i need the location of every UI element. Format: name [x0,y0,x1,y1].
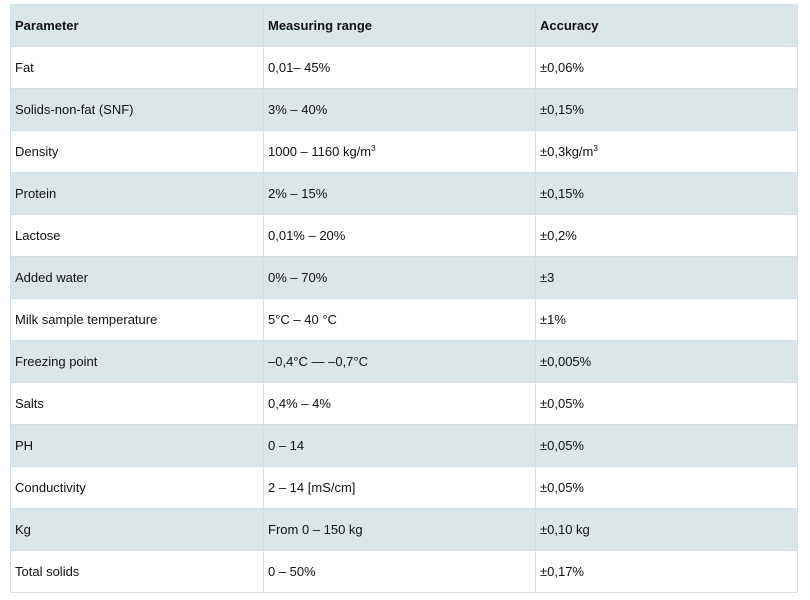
cell-range: 0,01% – 20% [263,214,536,257]
accuracy-superscript: 3 [593,144,598,153]
cell-range: 1000 – 1160 kg/m3 [263,130,536,173]
cell-parameter: Milk sample temperature [10,298,264,341]
spec-table: Parameter Measuring range Accuracy Fat 0… [10,4,798,593]
range-text: 1000 – 1160 kg/m [268,144,372,159]
cell-parameter: PH [10,424,264,467]
cell-parameter: Lactose [10,214,264,257]
spec-table-container: Parameter Measuring range Accuracy Fat 0… [10,4,798,593]
cell-accuracy: ±0,3kg/m3 [535,130,798,173]
cell-parameter: Density [10,130,264,173]
table-header-row: Parameter Measuring range Accuracy [10,4,798,47]
cell-range: 0,4% – 4% [263,382,536,425]
cell-accuracy: ±0,15% [535,88,798,131]
cell-range: 0 – 50% [263,550,536,593]
cell-parameter: Salts [10,382,264,425]
cell-parameter: Protein [10,172,264,215]
cell-parameter: Fat [10,46,264,89]
cell-accuracy: ±0,17% [535,550,798,593]
table-row: Protein 2% – 15% ±0,15% [10,172,798,215]
cell-parameter: Added water [10,256,264,299]
table-row: Conductivity 2 – 14 [mS/cm] ±0,05% [10,466,798,509]
cell-range: 0% – 70% [263,256,536,299]
cell-accuracy: ±0,005% [535,340,798,383]
cell-parameter: Conductivity [10,466,264,509]
cell-range: –0,4°C — –0,7°C [263,340,536,383]
cell-accuracy: ±0,10 kg [535,508,798,551]
table-row: PH 0 – 14 ±0,05% [10,424,798,467]
cell-range: From 0 – 150 kg [263,508,536,551]
table-row: Total solids 0 – 50% ±0,17% [10,550,798,593]
table-row: Fat 0,01– 45% ±0,06% [10,46,798,89]
cell-parameter: Solids-non-fat (SNF) [10,88,264,131]
table-row: Density 1000 – 1160 kg/m3 ±0,3kg/m3 [10,130,798,173]
cell-parameter: Freezing point [10,340,264,383]
cell-accuracy: ±3 [535,256,798,299]
cell-accuracy: ±0,15% [535,172,798,215]
table-row: Kg From 0 – 150 kg ±0,10 kg [10,508,798,551]
table-row: Freezing point –0,4°C — –0,7°C ±0,005% [10,340,798,383]
header-parameter: Parameter [10,4,264,47]
cell-range: 5°C – 40 °C [263,298,536,341]
table-row: Solids-non-fat (SNF) 3% – 40% ±0,15% [10,88,798,131]
cell-range: 2% – 15% [263,172,536,215]
header-accuracy: Accuracy [535,4,798,47]
header-measuring-range: Measuring range [263,4,536,47]
cell-accuracy: ±0,05% [535,424,798,467]
cell-accuracy: ±1% [535,298,798,341]
cell-accuracy: ±0,2% [535,214,798,257]
cell-parameter: Total solids [10,550,264,593]
range-superscript: 3 [371,144,376,153]
cell-range: 2 – 14 [mS/cm] [263,466,536,509]
cell-parameter: Kg [10,508,264,551]
cell-accuracy: ±0,05% [535,466,798,509]
cell-range: 3% – 40% [263,88,536,131]
table-row: Added water 0% – 70% ±3 [10,256,798,299]
cell-accuracy: ±0,06% [535,46,798,89]
cell-accuracy: ±0,05% [535,382,798,425]
table-row: Milk sample temperature 5°C – 40 °C ±1% [10,298,798,341]
cell-range: 0,01– 45% [263,46,536,89]
table-row: Salts 0,4% – 4% ±0,05% [10,382,798,425]
table-row: Lactose 0,01% – 20% ±0,2% [10,214,798,257]
accuracy-text: ±0,3kg/m [540,144,594,159]
cell-range: 0 – 14 [263,424,536,467]
